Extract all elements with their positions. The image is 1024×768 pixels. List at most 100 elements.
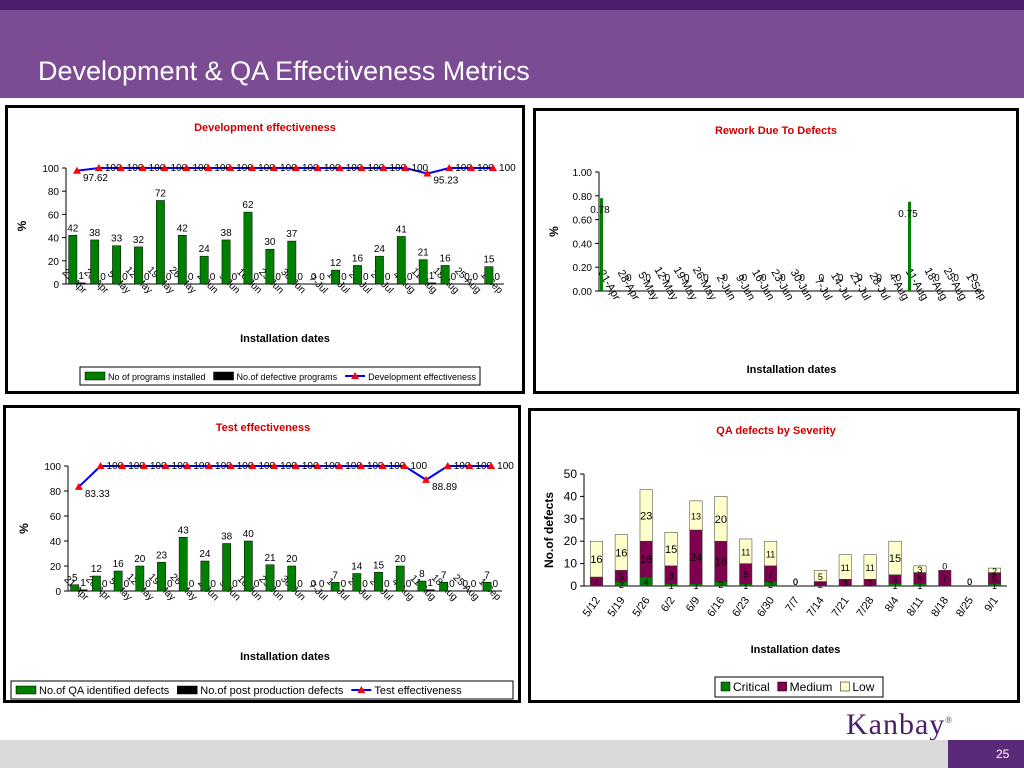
bar-low xyxy=(913,565,927,573)
data-label-no-of-programs-installed: 38 xyxy=(221,228,233,239)
data-label-low: 2 xyxy=(992,566,997,576)
x-tick-label: 7/21 xyxy=(830,595,852,619)
line-data-label: 100 xyxy=(390,163,407,174)
legend-swatch-no-of-post-production-defects xyxy=(177,685,198,695)
data-label-no-of-defective-programs: 0 xyxy=(232,272,238,283)
bar-low xyxy=(714,496,728,542)
line-data-label: 100 xyxy=(192,163,209,174)
line-data-label: 88.89 xyxy=(432,482,457,493)
data-label-no-of-qa-identified-defects: 15 xyxy=(373,560,385,571)
y-tick-label: 0.60 xyxy=(573,216,593,227)
line-marker xyxy=(335,462,344,469)
y-tick-label: 0.80 xyxy=(573,192,593,203)
data-label-critical: 2 xyxy=(619,580,624,590)
data-label-no-of-defective-programs: 0 xyxy=(385,272,391,283)
data-label-no-of-programs-installed: 12 xyxy=(330,258,342,269)
page-number: 25 xyxy=(996,747,1010,761)
line-data-label: 100 xyxy=(411,163,428,174)
line-marker xyxy=(226,164,235,171)
series-line-test-effectiveness xyxy=(78,465,492,488)
line-data-label: 100 xyxy=(302,163,319,174)
data-label-no-of-post-production-defects: 0 xyxy=(406,579,412,590)
data-label-no-of-qa-identified-defects: 8 xyxy=(419,569,425,580)
x-tick-label: 5/26 xyxy=(631,595,653,619)
chart-title: QA defects by Severity xyxy=(716,425,836,437)
y-tick-label: 0.20 xyxy=(573,263,593,274)
line-data-label: 100 xyxy=(258,461,275,472)
line-marker xyxy=(226,462,235,469)
line-marker xyxy=(183,462,192,469)
line-marker xyxy=(270,164,279,171)
data-label-medium: 5 xyxy=(619,572,624,582)
data-label-no-of-post-production-defects: 0 xyxy=(297,579,303,590)
data-label-no-of-programs-installed: 30 xyxy=(264,237,276,248)
bar-no-of-programs-installed xyxy=(265,248,275,285)
legend-label-no-of-post-production-defects: No.of post production defects xyxy=(200,685,344,697)
data-label-no-of-programs-installed: 16 xyxy=(440,253,452,264)
line-marker xyxy=(182,164,191,171)
bar-rework xyxy=(908,201,911,291)
legend-swatch-low xyxy=(840,681,850,692)
data-label-no-of-qa-identified-defects: 23 xyxy=(156,550,168,561)
x-tick-label: 7/28 xyxy=(854,595,876,619)
y-tick-label: 60 xyxy=(48,210,60,221)
line-marker xyxy=(313,164,322,171)
slide-header xyxy=(0,10,1024,98)
bar-no-of-post-production-defects xyxy=(78,589,88,592)
data-label-rework: 0 xyxy=(645,273,651,284)
bar-no-of-qa-identified-defects xyxy=(417,580,427,592)
data-label-no-of-qa-identified-defects: 0 xyxy=(463,579,469,590)
data-label-no-of-qa-identified-defects: 16 xyxy=(113,559,125,570)
bar-low xyxy=(739,538,753,564)
bar-no-of-programs-installed xyxy=(68,235,78,285)
x-axis-label: Installation dates xyxy=(240,651,330,663)
x-tick-label: 9/1 xyxy=(982,595,1001,614)
y-tick-label: 100 xyxy=(42,164,59,175)
data-label-critical: 2 xyxy=(768,580,773,590)
data-label-no-of-post-production-defects: 0 xyxy=(319,579,325,590)
line-data-label: 100 xyxy=(171,163,188,174)
y-tick-label: 20 xyxy=(564,534,578,548)
data-label-no-of-post-production-defects: 0 xyxy=(102,579,108,590)
x-tick-label: 8/25 xyxy=(954,595,976,619)
bar-no-of-qa-identified-defects xyxy=(70,584,80,592)
bar-no-of-programs-installed xyxy=(353,265,362,285)
line-marker xyxy=(465,462,474,469)
data-label-no-of-post-production-defects: 0 xyxy=(275,579,281,590)
development-effectiveness-panel: Development effectiveness 0 20 40 60 80 100% In… xyxy=(5,105,525,394)
bar-low xyxy=(988,567,1002,573)
data-label-no-of-post-production-defects: 0 xyxy=(232,579,238,590)
bar-no-of-qa-identified-defects xyxy=(243,540,253,592)
data-label-no-of-defective-programs: 0 xyxy=(494,272,500,283)
data-label-no-of-programs-installed: 72 xyxy=(155,188,167,199)
data-label-no-of-qa-identified-defects: 20 xyxy=(286,554,298,565)
line-marker xyxy=(357,164,366,171)
line-marker xyxy=(445,164,454,171)
data-label-no-of-post-production-defects: 0 xyxy=(254,579,260,590)
chart-legend: No.of QA identified defects No.of post pr… xyxy=(10,680,514,700)
legend-label-development-effectiveness: Development effectiveness xyxy=(368,372,476,382)
bar-no-of-qa-identified-defects xyxy=(439,582,448,592)
line-marker xyxy=(139,462,148,469)
y-tick-label: 20 xyxy=(48,257,60,268)
data-label-no-of-defective-programs: 0 xyxy=(210,272,216,283)
legend-swatch-no-of-qa-identified-defects xyxy=(15,685,37,695)
data-label-no-of-qa-identified-defects: 20 xyxy=(134,554,146,565)
x-tick-label: 8/18 xyxy=(929,595,951,619)
y-tick-label: 60 xyxy=(50,512,62,523)
chart-title: Rework Due To Defects xyxy=(715,125,837,137)
line-data-label: 100 xyxy=(367,461,384,472)
data-label-no-of-qa-identified-defects: 20 xyxy=(395,554,407,565)
line-data-label: 100 xyxy=(172,461,189,472)
data-label-no-of-post-production-defects: 0 xyxy=(167,579,173,590)
bar-no-of-programs-installed xyxy=(484,266,494,285)
bar-no-of-programs-installed xyxy=(418,259,428,285)
y-tick-label: 0.00 xyxy=(573,287,593,298)
data-label-no-of-post-production-defects: 0 xyxy=(341,579,347,590)
bar-no-of-qa-identified-defects xyxy=(135,565,145,592)
data-label-no-of-programs-installed: 0 xyxy=(464,272,470,283)
data-label-rework: 0 xyxy=(665,273,671,284)
data-label-no-of-post-production-defects: 0 xyxy=(189,579,195,590)
data-label-medium: 7 xyxy=(768,570,773,580)
data-label-no-of-programs-installed: 24 xyxy=(199,244,211,255)
